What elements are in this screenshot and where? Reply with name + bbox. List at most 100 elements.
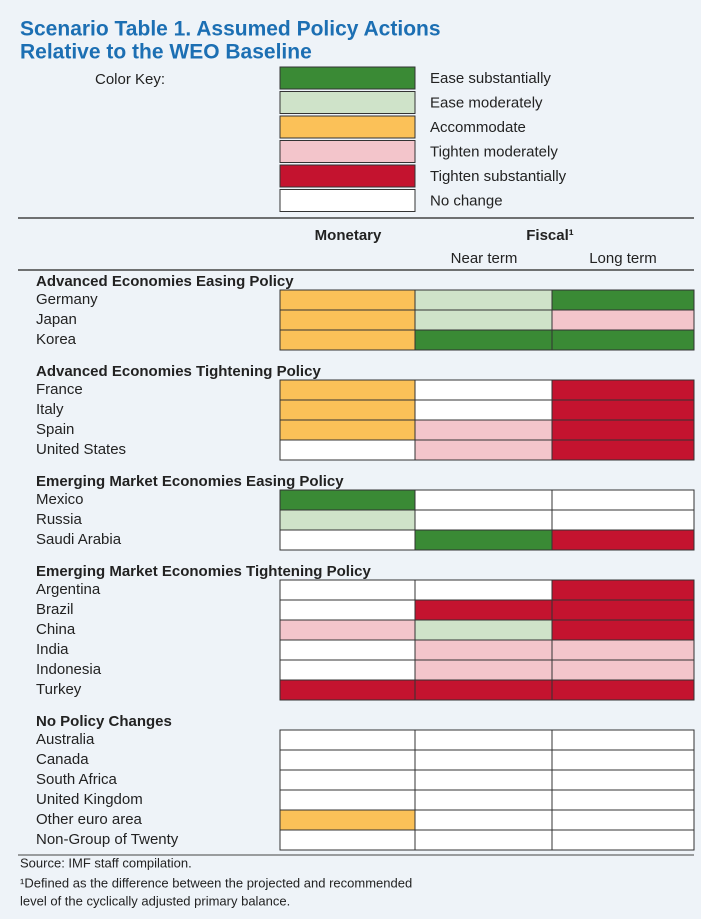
key-label: Tighten moderately [430, 143, 558, 160]
policy-cell [279, 579, 416, 601]
policy-cell [279, 379, 416, 401]
policy-cell [551, 659, 695, 681]
policy-cell [551, 749, 695, 771]
group-title: Emerging Market Economies Tightening Pol… [36, 563, 371, 580]
title: Scenario Table 1. Assumed Policy Actions [20, 18, 441, 41]
policy-cell [551, 509, 695, 531]
source: Source: IMF staff compilation. [20, 855, 192, 870]
row-label: Turkey [36, 681, 82, 698]
policy-cell [414, 289, 553, 311]
policy-cell [414, 489, 553, 511]
policy-cell [551, 769, 695, 791]
policy-cell [279, 309, 416, 331]
policy-cell [414, 769, 553, 791]
policy-cell [551, 379, 695, 401]
group-title: Advanced Economies Tightening Policy [36, 363, 321, 380]
policy-cell [414, 579, 553, 601]
policy-cell [279, 809, 416, 831]
policy-cell [279, 509, 416, 531]
row-label: Germany [36, 291, 98, 308]
row-label: Canada [36, 751, 89, 768]
policy-cell [551, 489, 695, 511]
policy-cell [551, 309, 695, 331]
policy-cell [414, 829, 553, 851]
policy-cell [279, 529, 416, 551]
key-label: No change [430, 192, 503, 209]
key-swatch [279, 91, 416, 114]
policy-cell [279, 289, 416, 311]
policy-cell [279, 769, 416, 791]
row-label: Other euro area [36, 811, 143, 828]
policy-cell [551, 289, 695, 311]
policy-cell [414, 529, 553, 551]
key-swatch [279, 189, 416, 212]
policy-cell [279, 639, 416, 661]
policy-cell [414, 639, 553, 661]
footnote: level of the cyclically adjusted primary… [20, 893, 290, 908]
key-label: Accommodate [430, 119, 526, 136]
row-label: China [36, 621, 76, 638]
row-label: United Kingdom [36, 791, 143, 808]
key-swatch [279, 140, 416, 163]
header: Fiscal¹ [526, 227, 574, 244]
policy-cell [279, 749, 416, 771]
header: Near term [451, 250, 518, 267]
row-label: Russia [36, 511, 83, 528]
policy-cell [551, 599, 695, 621]
policy-cell [551, 729, 695, 751]
policy-cell [279, 489, 416, 511]
policy-cell [551, 789, 695, 811]
policy-cell [279, 419, 416, 441]
row-label: Non-Group of Twenty [36, 831, 179, 848]
policy-cell [551, 619, 695, 641]
policy-cell [414, 679, 553, 701]
row-label: United States [36, 441, 126, 458]
policy-cell [414, 329, 553, 351]
row-label: France [36, 381, 83, 398]
policy-cell [414, 439, 553, 461]
policy-cell [414, 379, 553, 401]
policy-cell [414, 419, 553, 441]
policy-cell [414, 309, 553, 331]
group-title: Advanced Economies Easing Policy [36, 273, 294, 290]
key-label: Ease substantially [430, 70, 551, 87]
policy-cell [551, 809, 695, 831]
policy-cell [414, 809, 553, 831]
policy-cell [279, 659, 416, 681]
key-swatch [279, 66, 416, 90]
policy-cell [279, 679, 416, 701]
color-key-label: Color Key: [95, 71, 165, 88]
policy-cell [279, 729, 416, 751]
policy-cell [279, 329, 416, 351]
key-label: Tighten substantially [430, 168, 567, 185]
policy-cell [551, 329, 695, 351]
row-label: Japan [36, 311, 77, 328]
policy-cell [414, 399, 553, 421]
row-label: Italy [36, 401, 64, 418]
key-swatch [279, 115, 416, 139]
title: Relative to the WEO Baseline [20, 41, 312, 64]
policy-cell [551, 439, 695, 461]
row-label: Australia [36, 731, 95, 748]
policy-cell [414, 749, 553, 771]
policy-cell [414, 659, 553, 681]
policy-cell [414, 729, 553, 751]
row-label: Spain [36, 421, 74, 438]
header: Long term [589, 250, 657, 267]
policy-cell [551, 579, 695, 601]
row-label: Korea [36, 331, 77, 348]
row-label: India [36, 641, 69, 658]
row-label: Indonesia [36, 661, 102, 678]
group-title: No Policy Changes [36, 713, 172, 730]
policy-cell [279, 829, 416, 851]
header: Monetary [315, 227, 382, 244]
policy-cell [551, 829, 695, 851]
policy-cell [279, 619, 416, 641]
policy-cell [551, 679, 695, 701]
policy-cell [551, 639, 695, 661]
policy-cell [279, 789, 416, 811]
row-label: Argentina [36, 581, 101, 598]
key-label: Ease moderately [430, 94, 543, 111]
policy-cell [279, 599, 416, 621]
